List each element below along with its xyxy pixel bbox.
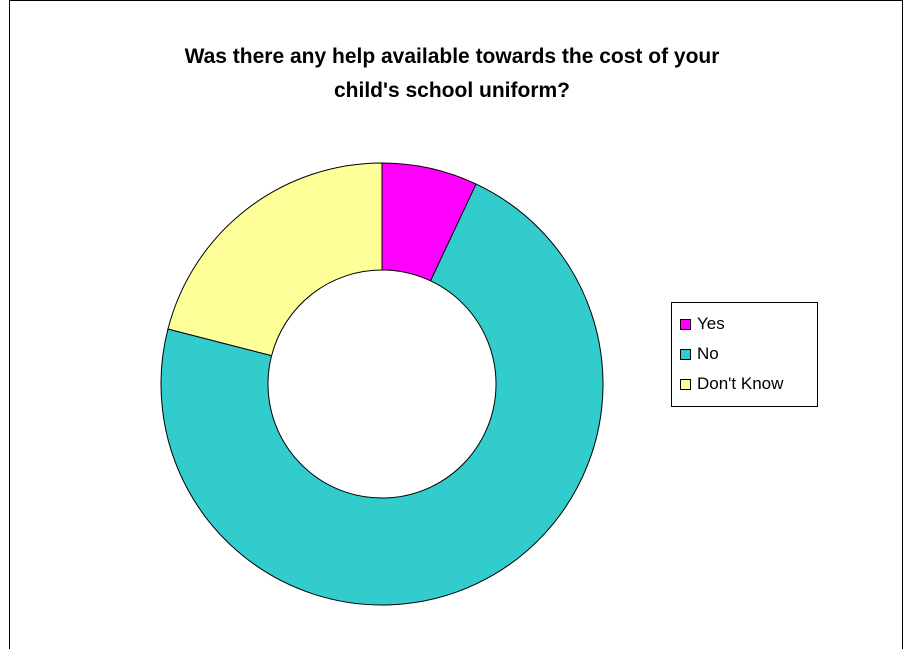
legend-swatch-dont-know — [680, 378, 691, 390]
legend-item-yes: Yes — [672, 309, 817, 339]
donut-slice-don-t-know — [167, 162, 383, 357]
legend-label-yes: Yes — [697, 314, 725, 333]
legend-item-no: No — [672, 339, 817, 369]
donut-slices — [160, 162, 604, 606]
chart-title: Was there any help available towards the… — [184, 45, 720, 102]
legend-swatch-yes — [680, 318, 691, 330]
legend-swatch-no — [680, 348, 691, 360]
legend-item-dont-know: Don't Know — [672, 369, 817, 399]
legend-label-dont-know: Don't Know — [697, 374, 784, 393]
chart-legend: Yes No Don't Know — [671, 302, 818, 407]
legend-label-no: No — [697, 344, 719, 363]
donut-slice-no — [160, 183, 604, 606]
